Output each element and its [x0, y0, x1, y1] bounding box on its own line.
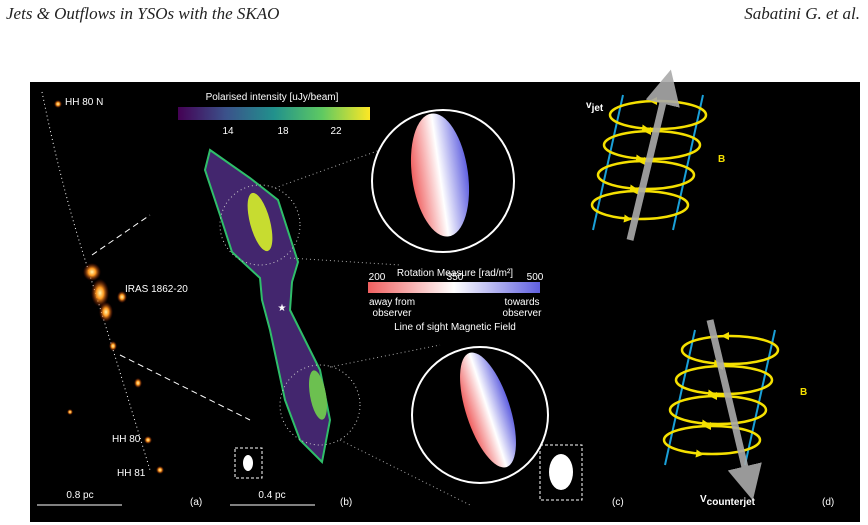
colorbar-tick-label: 18 [277, 126, 289, 137]
velocity-arrow [706, 319, 762, 501]
jet-map-peak [247, 192, 273, 252]
beam-box [539, 444, 583, 501]
jet-path [41, 91, 151, 471]
source-label: HH 80 [112, 434, 141, 445]
beam [549, 454, 573, 490]
field-line [672, 94, 704, 231]
velocity-label: vjet [586, 100, 604, 114]
running-title: Jets & Outflows in YSOs with the SKAO [6, 4, 280, 23]
panel-tag: (c) [612, 497, 624, 508]
jet-emission [54, 100, 164, 474]
colorbar-title: Polarised intensity [uJy/beam] [206, 92, 339, 103]
running-authors: Sabatini G. et al. [744, 4, 860, 23]
source-label: IRAS 1862-20 [125, 284, 188, 295]
panel-tag: (a) [190, 497, 202, 508]
rm-tick-label: 500 [527, 272, 544, 283]
field-label: B [800, 387, 807, 398]
zoom-circle [279, 364, 361, 446]
field-line [664, 329, 696, 466]
jet-map-peak [309, 370, 327, 420]
source-label: HH 80 N [65, 97, 103, 108]
velocity-arrow [626, 69, 680, 241]
rm-note: observer [373, 308, 413, 319]
star-marker: ★ [278, 303, 287, 314]
scale-label: 0.8 pc [66, 490, 93, 501]
rm-tick-label: 200 [369, 272, 386, 283]
helix-arrow [691, 449, 704, 458]
rm-caption: Line of sight Magnetic Field [394, 322, 516, 333]
rm-tick-label: 350 [447, 272, 464, 283]
colorbar-tick-label: 22 [330, 126, 342, 137]
zoom-circle [219, 184, 301, 266]
jet-map [203, 148, 332, 465]
rm-note: towards [504, 297, 539, 308]
velocity-label: Vcounterjet [700, 494, 756, 508]
rm-title: Rotation Measure [rad/m²] [397, 268, 513, 279]
zoom-line [91, 214, 151, 256]
colorbar [178, 107, 370, 120]
beam [243, 455, 253, 471]
rm-note: observer [503, 308, 543, 319]
rm-note: away from [369, 297, 415, 308]
panel-tag: (b) [340, 497, 352, 508]
rm-map [460, 352, 516, 468]
rm-colorbar [368, 282, 540, 293]
field-line [744, 329, 776, 466]
panel-tag: (d) [822, 497, 834, 508]
zoom-line [119, 354, 251, 421]
scale-label: 0.4 pc [258, 490, 285, 501]
helix-arrow [619, 214, 632, 223]
colorbar-tick-label: 14 [222, 126, 234, 137]
source-label: HH 81 [117, 468, 146, 479]
field-line [592, 94, 624, 231]
beam-box [234, 447, 263, 479]
field-label: B [718, 154, 725, 165]
rm-map [410, 113, 470, 237]
